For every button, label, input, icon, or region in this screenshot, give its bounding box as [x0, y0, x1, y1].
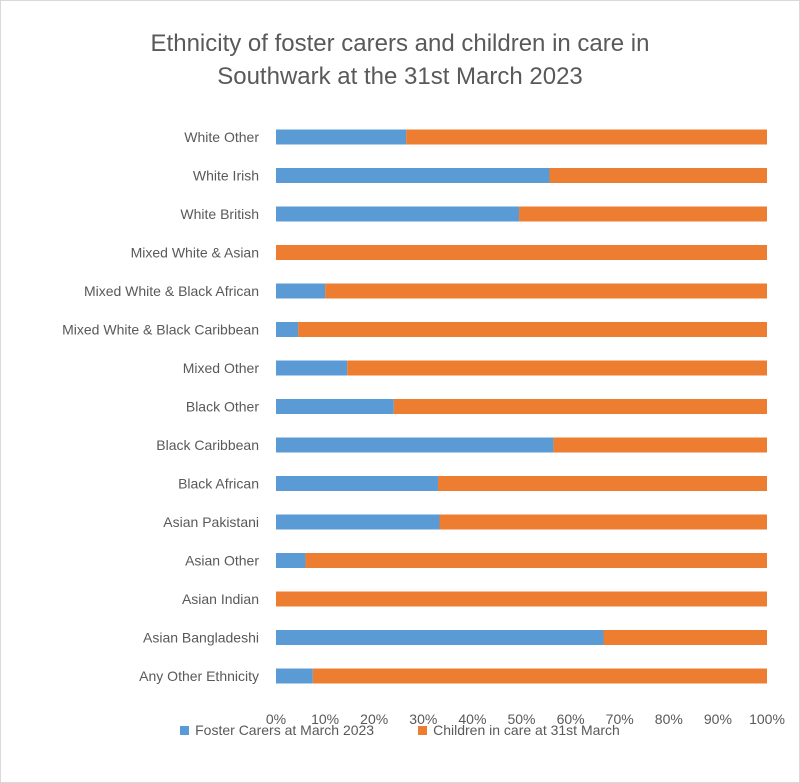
- category-label-asian-pakistani: Asian Pakistani: [163, 514, 259, 530]
- chart-title-line-2: Southwark at the 31st March 2023: [217, 63, 583, 90]
- legend-item-foster-carers: Foster Carers at March 2023: [180, 722, 374, 738]
- bar-foster-carers-asian-pakistani: [276, 514, 440, 530]
- bar-foster-carers-white-british: [276, 206, 520, 222]
- bar-foster-carers-asian-other: [276, 553, 306, 568]
- legend-item-children-in-care: Children in care at 31st March: [418, 722, 620, 738]
- bar-foster-carers-any-other-ethnicity: [276, 668, 313, 684]
- x-tick-label-10pct: 10%: [311, 711, 339, 727]
- x-tick-label-60pct: 60%: [557, 711, 585, 727]
- bar-children-in-care-white-irish: [549, 168, 767, 183]
- bar-children-in-care-black-caribbean: [553, 437, 767, 453]
- x-tick-label-90pct: 90%: [704, 711, 732, 727]
- bar-foster-carers-white-other: [276, 129, 407, 145]
- category-label-mixed-other: Mixed Other: [183, 360, 260, 376]
- bar-children-in-care-black-other: [393, 399, 767, 414]
- bar-foster-carers-mixed-white-and-black-caribbean: [276, 322, 299, 337]
- category-label-white-irish: White Irish: [193, 168, 259, 184]
- legend-swatch-foster-carers: [180, 725, 190, 735]
- bar-foster-carers-black-other: [276, 399, 394, 414]
- x-tick-label-100pct: 100%: [749, 711, 785, 727]
- bar-children-in-care-asian-other: [305, 553, 767, 568]
- x-tick-label-80pct: 80%: [655, 711, 683, 727]
- bar-foster-carers-mixed-white-and-black-african: [276, 283, 326, 299]
- x-tick-label-30pct: 30%: [409, 711, 437, 727]
- chart-title-line-1: Ethnicity of foster carers and children …: [150, 30, 650, 57]
- bar-children-in-care-black-african: [438, 476, 767, 491]
- bar-children-in-care-mixed-white-and-black-caribbean: [298, 322, 767, 337]
- category-label-black-caribbean: Black Caribbean: [156, 437, 259, 453]
- category-label-black-african: Black African: [178, 476, 259, 492]
- bar-children-in-care-any-other-ethnicity: [312, 668, 767, 684]
- x-tick-label-0pct: 0%: [266, 711, 286, 727]
- category-label-asian-bangladeshi: Asian Bangladeshi: [143, 630, 259, 646]
- category-label-mixed-white-and-black-caribbean: Mixed White & Black Caribbean: [62, 322, 259, 338]
- bar-children-in-care-asian-indian: [276, 591, 767, 607]
- bar-foster-carers-black-caribbean: [276, 437, 554, 453]
- category-label-asian-indian: Asian Indian: [182, 591, 259, 607]
- chart-legend: Foster Carers at March 2023 Children in …: [0, 722, 800, 738]
- x-tick-label-40pct: 40%: [458, 711, 486, 727]
- legend-swatch-children-in-care: [418, 725, 428, 735]
- bar-children-in-care-asian-pakistani: [439, 514, 767, 530]
- x-tick-label-70pct: 70%: [606, 711, 634, 727]
- category-label-white-other: White Other: [184, 129, 259, 145]
- x-tick-label-20pct: 20%: [360, 711, 388, 727]
- bar-children-in-care-asian-bangladeshi: [603, 630, 767, 645]
- bar-foster-carers-asian-bangladeshi: [276, 630, 604, 645]
- legend-label-foster-carers: Foster Carers at March 2023: [195, 722, 375, 738]
- bar-children-in-care-mixed-other: [347, 360, 767, 376]
- legend-label-children-in-care: Children in care at 31st March: [433, 722, 620, 738]
- bar-children-in-care-mixed-white-and-asian: [276, 245, 767, 260]
- bar-foster-carers-mixed-other: [276, 360, 348, 376]
- x-tick-label-50pct: 50%: [507, 711, 535, 727]
- category-label-asian-other: Asian Other: [185, 553, 259, 569]
- bar-foster-carers-black-african: [276, 476, 439, 491]
- category-label-black-other: Black Other: [186, 399, 259, 415]
- bar-foster-carers-white-irish: [276, 168, 550, 183]
- bar-children-in-care-white-other: [406, 129, 767, 145]
- bar-children-in-care-mixed-white-and-black-african: [325, 283, 767, 299]
- bar-children-in-care-white-british: [519, 206, 767, 222]
- category-label-any-other-ethnicity: Any Other Ethnicity: [139, 668, 259, 684]
- category-label-white-british: White British: [180, 206, 259, 222]
- category-label-mixed-white-and-asian: Mixed White & Asian: [131, 245, 259, 261]
- category-label-mixed-white-and-black-african: Mixed White & Black African: [84, 283, 259, 299]
